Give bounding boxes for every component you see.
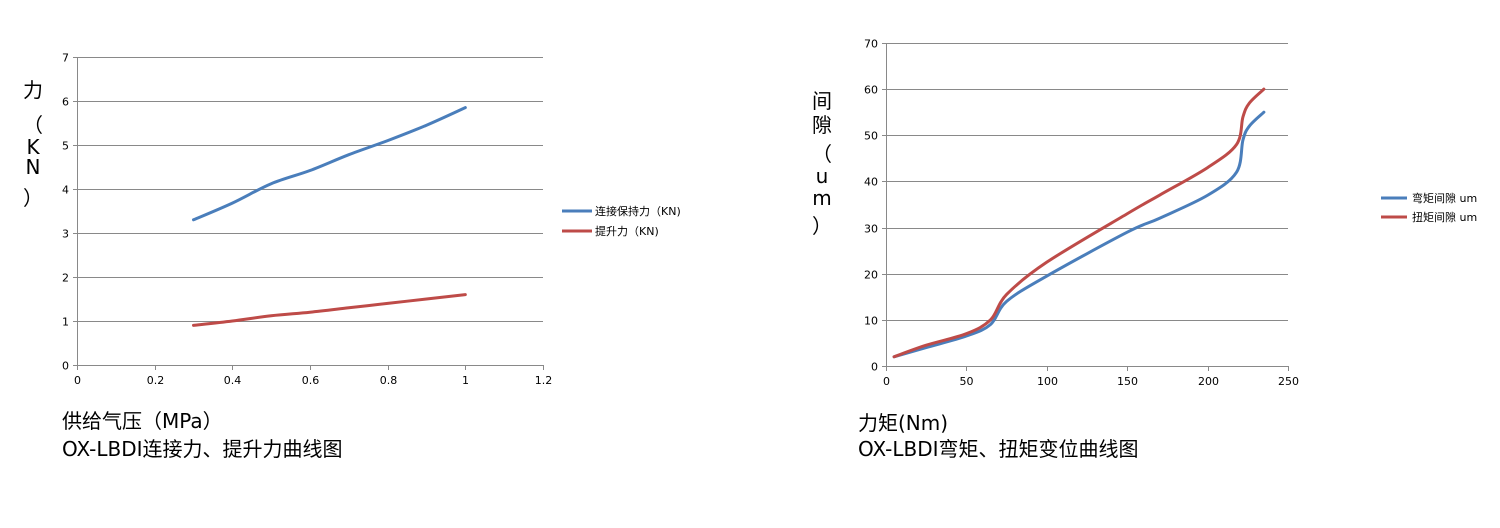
chart-1-ytick-label: 1 xyxy=(62,316,69,329)
chart-1-ytick-label: 6 xyxy=(62,96,69,109)
chart-1-legend-label: 连接保持力（KN) xyxy=(595,204,681,218)
chart-1-ylabel-char: N xyxy=(26,155,41,179)
chart-1-xtick-label: 1.2 xyxy=(535,374,553,387)
chart-1-ylabel-char: （ xyxy=(23,113,43,137)
chart-2-ylabel-char: 间 xyxy=(812,89,832,113)
chart-1-ylabel-char: 力 xyxy=(23,78,43,102)
chart-1-ytick-label: 0 xyxy=(62,360,69,373)
chart-2-series-2-line xyxy=(892,87,1266,359)
chart-1-xtick-label: 0 xyxy=(74,374,81,387)
chart-2-legend-label: 弯矩间隙 um xyxy=(1412,191,1477,205)
chart-1-series-2-line xyxy=(192,293,467,327)
chart-1-xtick-label: 0.8 xyxy=(380,374,398,387)
chart-1-xtick-label: 1 xyxy=(462,374,469,387)
chart-2-xtick-label: 150 xyxy=(1117,375,1138,388)
chart-1-ytick-label: 4 xyxy=(62,184,69,197)
chart-2-xtick-label: 100 xyxy=(1037,375,1058,388)
chart-2-ylabel-char: 隙 xyxy=(812,113,832,137)
chart-2-xtick-label: 50 xyxy=(960,375,974,388)
chart-1-ytick-label: 7 xyxy=(62,52,69,65)
chart-2-ylabel-char: u xyxy=(816,164,829,188)
chart-2-legend-label: 扭矩间隙 um xyxy=(1412,210,1477,224)
chart-2-ylabel-char: m xyxy=(812,186,831,210)
chart-2-ylabel-char: （ xyxy=(812,142,832,166)
chart-2-title: OX-LBDI弯矩、扭矩变位曲线图 xyxy=(858,437,1139,461)
chart-2-xtick-label: 250 xyxy=(1278,375,1299,388)
chart-2-xtick-label: 200 xyxy=(1198,375,1219,388)
chart-2-ytick-label: 60 xyxy=(864,84,878,97)
chart-1-series-1-line xyxy=(192,106,467,222)
chart-1-xtick-label: 0.4 xyxy=(224,374,242,387)
chart-2-ytick-label: 50 xyxy=(864,130,878,143)
chart-1-ylabel-char: K xyxy=(26,135,40,159)
chart-1-xtick-label: 0.6 xyxy=(302,374,320,387)
chart-2-ytick-label: 70 xyxy=(864,38,878,51)
chart-2-ytick-label: 0 xyxy=(871,361,878,374)
chart-1-ytick-label: 5 xyxy=(62,140,69,153)
chart-2-series-1-line xyxy=(892,110,1266,359)
chart-1-ylabel-char: ） xyxy=(23,186,43,210)
chart-2-xlabel: 力矩(Nm) xyxy=(858,411,949,435)
chart-2-ytick-label: 30 xyxy=(864,223,878,236)
chart-2-xtick-label: 0 xyxy=(883,375,890,388)
chart-2-ytick-label: 10 xyxy=(864,315,878,328)
chart-1-title: OX-LBDI连接力、提升力曲线图 xyxy=(62,437,343,461)
chart-1-ytick-label: 2 xyxy=(62,272,69,285)
chart-2-ytick-label: 40 xyxy=(864,176,878,189)
chart-1-xtick-label: 0.2 xyxy=(147,374,165,387)
chart-2-ytick-label: 20 xyxy=(864,269,878,282)
chart-1-legend-label: 提升力（KN) xyxy=(595,225,659,238)
chart-1-ytick-label: 3 xyxy=(62,228,69,241)
chart-2-ylabel-char: ） xyxy=(812,214,832,238)
chart-1-xlabel: 供给气压（MPa） xyxy=(62,409,223,433)
